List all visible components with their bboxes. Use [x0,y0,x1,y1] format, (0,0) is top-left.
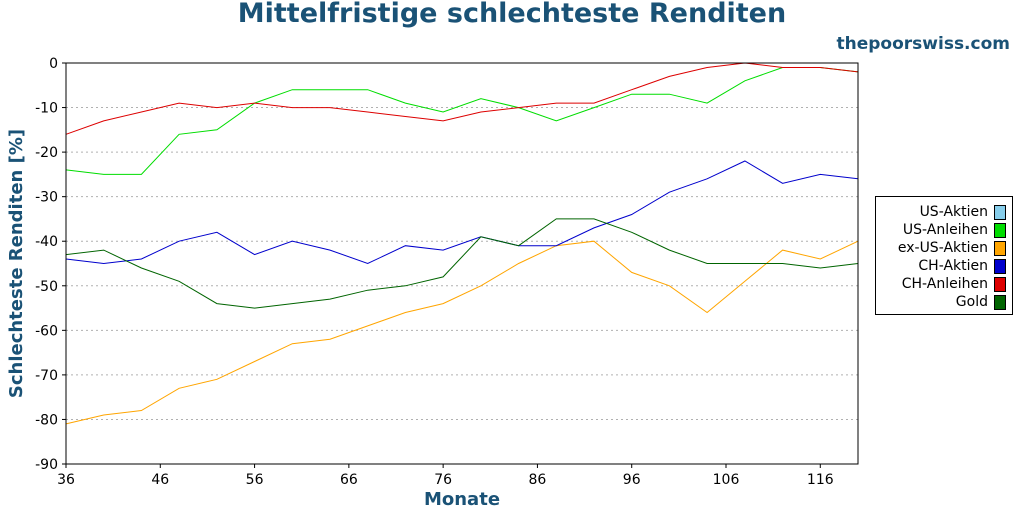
legend-label: US-Aktien [919,204,988,220]
x-tick-label: 76 [434,472,452,488]
legend-label: ex-US-Aktien [897,240,988,256]
x-tick-label: 116 [807,472,834,488]
plot-frame [65,62,859,465]
series-line-us-anleihen [65,67,859,175]
y-tick-label: -30 [35,190,58,206]
x-tick-label: 56 [246,472,264,488]
legend-item-gold: Gold [876,293,1012,311]
series-lines [65,62,859,425]
legend: US-Aktien US-Anleihen ex-US-Aktien CH-Aktie… [875,196,1013,315]
y-tick-label: -90 [35,457,58,473]
legend-item-us-aktien: US-Aktien [876,203,1012,221]
y-tick-label: 0 [49,56,58,72]
legend-label: US-Anleihen [902,222,988,238]
grid-lines [66,107,858,420]
y-axis-ticks: 0 -10 -20 -30 -40 -50 -60 -70 -80 -90 [35,56,66,473]
legend-swatch [994,204,1006,220]
x-axis-ticks: 36 46 56 66 76 86 96 106 116 [57,464,834,488]
legend-item-ch-aktien: CH-Aktien [876,257,1012,275]
legend-swatch [994,294,1006,310]
legend-item-ch-anleihen: CH-Anleihen [876,275,1012,293]
legend-swatch [994,222,1006,238]
series-line-ex-us-aktien [65,240,859,425]
legend-swatch [994,276,1006,292]
chart-title: Mittelfristige schlechteste Renditen [237,0,787,29]
x-tick-label: 36 [57,472,75,488]
series-line-ch-aktien [65,160,859,265]
x-tick-label: 46 [151,472,169,488]
y-tick-label: -40 [35,234,58,250]
legend-label: CH-Aktien [918,258,988,274]
y-tick-label: -60 [35,323,58,339]
y-axis-label: Schlechteste Renditen [%] [6,129,27,398]
series-line-gold [65,218,859,309]
x-axis-label: Monate [424,489,500,510]
x-tick-label: 86 [529,472,547,488]
y-tick-label: -50 [35,279,58,295]
y-tick-label: -20 [35,145,58,161]
brand-watermark: thepoorswiss.com [836,34,1011,54]
legend-swatch [994,240,1006,256]
legend-item-ex-us-aktien: ex-US-Aktien [876,239,1012,257]
series-line-ch-anleihen [65,62,859,135]
legend-item-us-anleihen: US-Anleihen [876,221,1012,239]
x-tick-label: 66 [340,472,358,488]
legend-swatch [994,258,1006,274]
legend-label: CH-Anleihen [901,276,988,292]
y-tick-label: -10 [35,101,58,117]
x-tick-label: 106 [713,472,740,488]
y-tick-label: -70 [35,368,58,384]
x-tick-label: 96 [623,472,641,488]
legend-label: Gold [955,294,988,310]
y-tick-label: -80 [35,412,58,428]
